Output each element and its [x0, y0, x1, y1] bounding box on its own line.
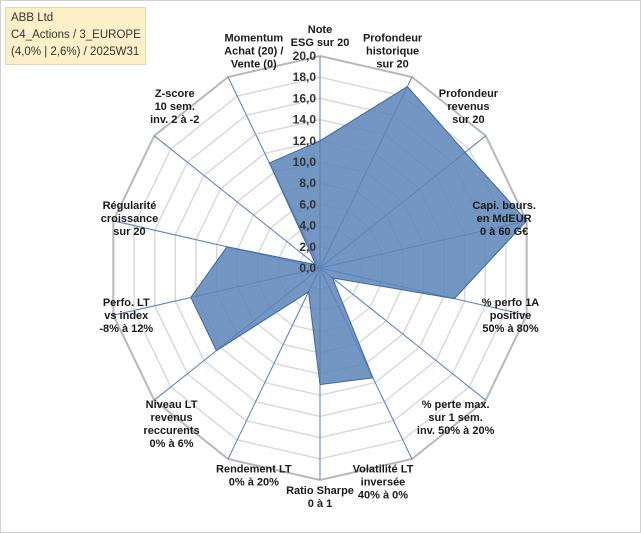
axis-label-line: Ratio Sharpe — [286, 485, 354, 497]
axis-label-line: Achat (20) / — [224, 46, 283, 58]
axis-label-line: Momentum — [224, 33, 283, 45]
chart-title-box: ABB Ltd C4_Actions / 3_EUROPE (4,0% | 2,… — [5, 7, 146, 65]
axis-label-line: 50% à 80% — [482, 323, 538, 335]
axis-label-line: en MdEUR — [477, 213, 532, 225]
axis-label-line: Z-score — [155, 88, 195, 100]
axis-spoke — [153, 135, 321, 269]
axis-label-line: Perfo. LT — [103, 297, 150, 309]
tick-label: 20,0 — [293, 49, 317, 63]
axis-label: Z-score 10 sem. inv. 2 à -2 — [150, 88, 199, 126]
axis-label-line: % perfo 1A — [482, 297, 540, 309]
axis-label: Profondeur revenus sur 20 — [439, 88, 499, 126]
tick-label: 2,0 — [299, 240, 316, 254]
chart-title-line-1: ABB Ltd — [11, 12, 54, 24]
tick-label: 14,0 — [293, 113, 317, 127]
axis-label: % perte max. sur 1 sem. inv. 50% à 20% — [417, 399, 495, 437]
axis-label-line: inversée — [361, 476, 406, 488]
axis-label: Ratio Sharpe 0 à 1 — [286, 485, 354, 510]
axis-label-line: Régularité — [103, 200, 157, 212]
axis-label-line: 0 à 1 — [308, 498, 332, 510]
axis-label-line: sur 20 — [452, 114, 484, 126]
tick-label: 18,0 — [293, 70, 317, 84]
axis-label-line: Capi. bours. — [472, 200, 536, 212]
axis-label-line: croissance — [101, 213, 158, 225]
tick-label: 4,0 — [299, 219, 316, 233]
axis-label-line: sur 20 — [113, 226, 145, 238]
data-series-area — [190, 85, 528, 386]
tick-label: 12,0 — [293, 134, 317, 148]
axis-label-line: inv. 2 à -2 — [150, 114, 199, 126]
axis-label-line: Profondeur — [363, 33, 423, 45]
axis-label: Momentum Achat (20) / Vente (0) — [224, 33, 283, 71]
axis-label: Rendement LT 0% à 20% — [216, 463, 292, 488]
axis-label-line: revenus — [150, 412, 192, 424]
tick-label: 0,0 — [299, 261, 316, 275]
tick-label: 16,0 — [293, 91, 317, 105]
axis-label-line: sur 20 — [376, 59, 408, 71]
axis-label-line: Vente (0) — [231, 59, 277, 71]
axis-label-line: Profondeur — [439, 88, 499, 100]
axis-label-line: Niveau LT — [146, 399, 198, 411]
axis-label-line: historique — [366, 46, 419, 58]
axis-label-line: 40% à 0% — [358, 489, 408, 501]
axis-label-line: Rendement LT — [216, 463, 292, 475]
axis-label: Niveau LT revenus reccurents 0% à 6% — [143, 399, 199, 450]
axis-label: Volatilité LT inversée 40% à 0% — [353, 463, 414, 501]
chart-title-line-3: (4,0% | 2,6%) / 2025W31 — [11, 46, 140, 58]
axis-label-line: 0% à 6% — [150, 438, 194, 450]
axis-label-line: sur 1 sem. — [428, 412, 482, 424]
axis-label-line: inv. 50% à 20% — [417, 425, 495, 437]
axis-label: Capi. bours. en MdEUR 0 à 60 G€ — [472, 200, 536, 238]
axis-label-line: ESG sur 20 — [291, 37, 350, 49]
axis-label-line: Volatilité LT — [353, 463, 414, 475]
axis-label-line: % perte max. — [422, 399, 490, 411]
axis-label-line: 0% à 20% — [229, 476, 279, 488]
axis-label-line: reccurents — [143, 425, 199, 437]
axis-label: Perfo. LT vs index -8% à 12% — [99, 297, 153, 335]
axis-label: Note ESG sur 20 — [291, 24, 350, 49]
axis-label-line: -8% à 12% — [99, 323, 153, 335]
tick-label: 10,0 — [293, 155, 317, 169]
axis-spoke — [227, 267, 321, 460]
axis-label-line: Note — [308, 24, 332, 36]
tick-label: 6,0 — [299, 197, 316, 211]
chart-title-line-2: C4_Actions / 3_EUROPE — [11, 29, 141, 41]
axis-label: Profondeur historique sur 20 — [363, 33, 423, 71]
tick-label: 8,0 — [299, 176, 316, 190]
axis-label-line: 0 à 60 G€ — [480, 226, 528, 238]
axis-label-line: 10 sem. — [155, 101, 195, 113]
axis-label: % perfo 1A positive 50% à 80% — [482, 297, 540, 335]
axis-label-line: revenus — [447, 101, 489, 113]
axis-label-line: vs index — [104, 310, 149, 322]
axis-label-line: positive — [490, 310, 532, 322]
axis-spoke — [319, 267, 487, 401]
axis-label: Régularité croissance sur 20 — [101, 200, 158, 238]
